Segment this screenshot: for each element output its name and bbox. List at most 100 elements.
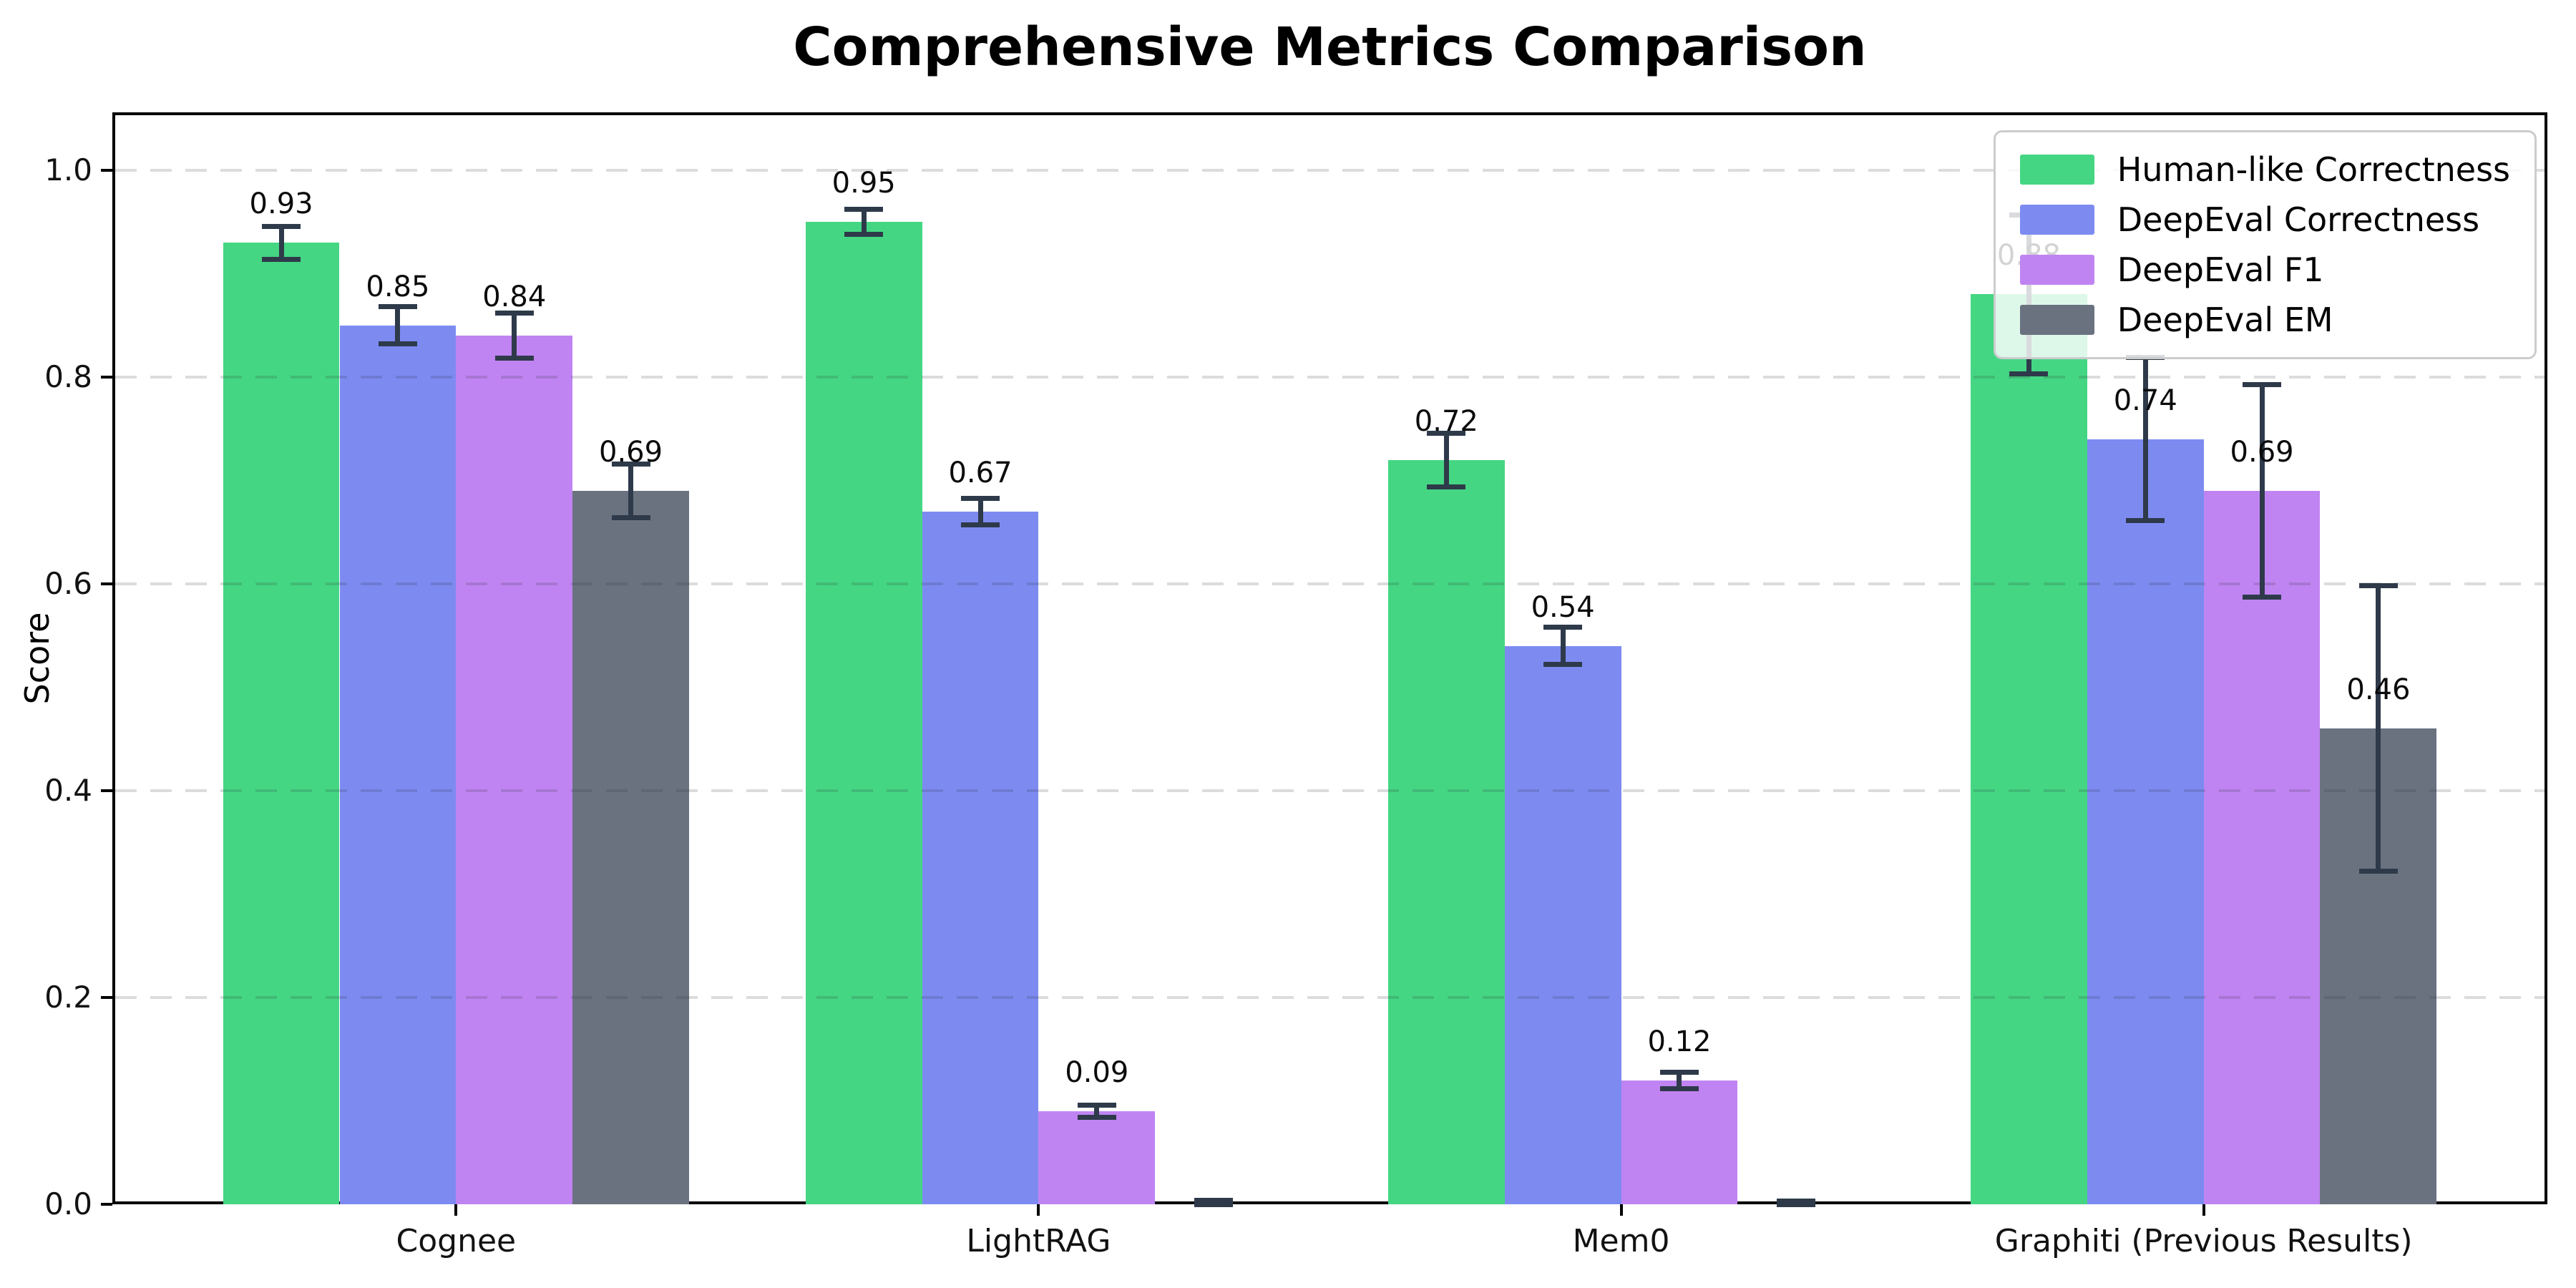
- legend-swatch-icon: [2019, 255, 2094, 285]
- bar-deepeval-f1-1: [1038, 1111, 1156, 1204]
- errorbar-line-3-0: [628, 464, 634, 518]
- legend-item-human-like-correctness: Human-like Correctness: [2019, 150, 2510, 189]
- bar-value-label-0-2: 0.72: [1414, 404, 1478, 438]
- errorbar-cap-bottom-0-0: [262, 256, 301, 262]
- errorbar-cap-top-0-2: [1427, 430, 1466, 436]
- errorbar-line-1-3: [2142, 357, 2148, 521]
- errorbar-cap-bottom-3-2: [1776, 1201, 1815, 1207]
- errorbar-cap-bottom-1-3: [2126, 518, 2165, 524]
- y-tick-label-0.8: 0.8: [44, 359, 92, 394]
- y-tick-0.4: [101, 789, 112, 792]
- x-tick-2: [1619, 1204, 1623, 1216]
- x-tick-label-1: LightRAG: [966, 1223, 1111, 1259]
- y-tick-0.8: [101, 376, 112, 379]
- errorbar-line-2-1: [1094, 1105, 1100, 1118]
- errorbar-line-1-2: [1560, 627, 1566, 665]
- bar-deepeval-correctness-0: [339, 325, 457, 1204]
- errorbar-cap-top-2-2: [1659, 1069, 1699, 1075]
- gridline-0.8: [115, 376, 2545, 379]
- legend: Human-like Correctness DeepEval Correctne…: [1993, 130, 2537, 359]
- x-tick-1: [1037, 1204, 1040, 1216]
- errorbar-line-1-0: [395, 306, 401, 344]
- errorbar-line-2-2: [1677, 1072, 1682, 1089]
- errorbar-cap-bottom-0-3: [2009, 371, 2049, 377]
- x-tick-label-3: Graphiti (Previous Results): [1994, 1223, 2413, 1259]
- x-tick-label-0: Cognee: [396, 1223, 517, 1259]
- bar-human-like-correctness-2: [1387, 459, 1505, 1204]
- bar-deepeval-correctness-2: [1504, 645, 1621, 1204]
- y-axis-label: Score: [18, 612, 57, 705]
- x-tick-3: [2202, 1204, 2205, 1216]
- errorbar-cap-bottom-0-2: [1427, 484, 1466, 489]
- bar-value-label-1-1: 0.67: [948, 456, 1013, 489]
- legend-item-deepeval-correctness: DeepEval Correctness: [2019, 200, 2510, 239]
- errorbar-cap-top-2-1: [1077, 1102, 1116, 1108]
- errorbar-cap-top-3-2: [1776, 1199, 1815, 1204]
- gridline-0.4: [115, 789, 2545, 792]
- y-tick-0.6: [101, 582, 112, 585]
- y-tick-label-0.0: 0.0: [44, 1186, 92, 1221]
- y-tick-label-0.4: 0.4: [44, 773, 92, 808]
- errorbar-line-2-0: [512, 313, 517, 358]
- y-tick-0.2: [101, 996, 112, 999]
- bar-deepeval-f1-2: [1621, 1080, 1738, 1204]
- x-tick-0: [454, 1204, 458, 1216]
- errorbar-cap-bottom-1-0: [378, 341, 417, 347]
- gridline-1.0: [115, 169, 2545, 172]
- errorbar-cap-bottom-2-3: [2243, 595, 2282, 600]
- errorbar-cap-top-2-3: [2243, 381, 2282, 387]
- errorbar-cap-bottom-2-1: [1077, 1115, 1116, 1121]
- bar-value-label-0-0: 0.93: [249, 187, 313, 221]
- legend-swatch-icon: [2019, 155, 2094, 185]
- errorbar-cap-bottom-0-1: [844, 232, 884, 238]
- bar-value-label-1-2: 0.54: [1531, 590, 1595, 624]
- errorbar-cap-top-2-0: [494, 310, 534, 316]
- errorbar-line-1-1: [977, 498, 983, 525]
- bar-human-like-correctness-3: [1971, 294, 2087, 1204]
- errorbar-cap-top-1-0: [378, 304, 417, 310]
- errorbar-cap-top-3-0: [611, 461, 650, 467]
- errorbar-line-2-3: [2259, 384, 2265, 597]
- bar-human-like-correctness-1: [805, 222, 922, 1204]
- errorbar-cap-bottom-2-0: [494, 356, 534, 361]
- bar-value-label-3-3: 0.46: [2346, 673, 2411, 707]
- bar-deepeval-correctness-3: [2087, 439, 2204, 1204]
- bar-deepeval-f1-3: [2203, 490, 2321, 1204]
- legend-item-deepeval-f1: DeepEval F1: [2019, 250, 2510, 289]
- y-tick-0.0: [101, 1203, 112, 1206]
- bar-value-label-1-0: 0.85: [366, 270, 430, 303]
- y-tick-label-0.6: 0.6: [44, 566, 92, 601]
- errorbar-line-0-0: [278, 226, 284, 260]
- bar-deepeval-em-0: [572, 490, 689, 1204]
- x-tick-label-2: Mem0: [1572, 1223, 1670, 1259]
- chart-title: Comprehensive Metrics Comparison: [793, 16, 1867, 78]
- bar-deepeval-f1-0: [456, 336, 573, 1204]
- errorbar-cap-bottom-2-2: [1659, 1085, 1699, 1091]
- y-tick-1.0: [101, 169, 112, 172]
- bar-value-label-0-1: 0.95: [831, 167, 896, 200]
- bar-value-label-1-3: 0.74: [2113, 384, 2177, 417]
- bar-value-label-2-1: 0.09: [1065, 1055, 1129, 1089]
- errorbar-cap-bottom-3-1: [1194, 1201, 1233, 1207]
- errorbar-cap-bottom-1-1: [961, 522, 1000, 528]
- legend-swatch-icon: [2019, 305, 2094, 335]
- y-tick-label-0.2: 0.2: [44, 980, 92, 1015]
- errorbar-cap-bottom-3-3: [2358, 869, 2398, 874]
- errorbar-cap-top-0-0: [262, 223, 301, 229]
- legend-label: DeepEval Correctness: [2117, 200, 2480, 239]
- errorbar-cap-top-3-3: [2358, 583, 2398, 589]
- errorbar-cap-bottom-1-2: [1543, 662, 1583, 668]
- errorbar-cap-top-1-1: [961, 495, 1000, 501]
- bar-value-label-3-0: 0.69: [599, 435, 663, 469]
- bar-deepeval-correctness-1: [922, 511, 1039, 1204]
- bar-human-like-correctness-0: [223, 243, 340, 1204]
- errorbar-line-3-3: [2376, 585, 2381, 872]
- gridline-0.6: [115, 582, 2545, 585]
- legend-item-deepeval-em: DeepEval EM: [2019, 301, 2510, 338]
- legend-label: DeepEval F1: [2117, 250, 2324, 289]
- legend-label: Human-like Correctness: [2117, 150, 2510, 189]
- y-tick-label-1.0: 1.0: [44, 152, 92, 187]
- errorbar-cap-top-0-1: [844, 207, 884, 213]
- bar-value-label-2-0: 0.84: [482, 280, 547, 314]
- errorbar-line-0-2: [1443, 433, 1449, 487]
